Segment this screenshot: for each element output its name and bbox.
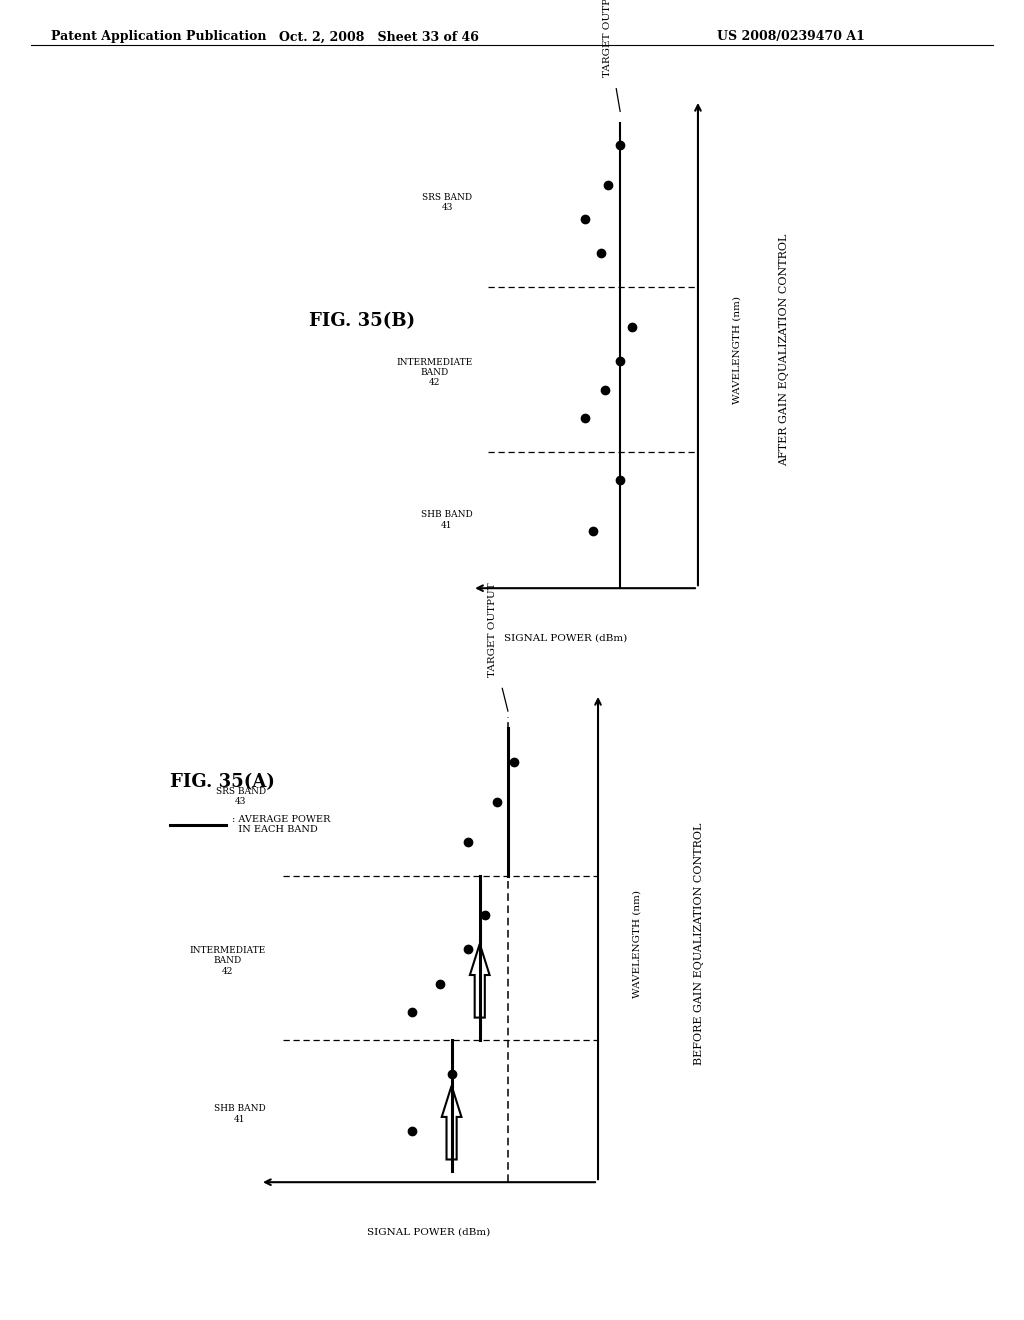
Text: SHB BAND
41: SHB BAND 41 xyxy=(214,1105,266,1123)
Text: SRS BAND
43: SRS BAND 43 xyxy=(422,193,472,213)
Text: AFTER GAIN EQUALIZATION CONTROL: AFTER GAIN EQUALIZATION CONTROL xyxy=(778,234,788,466)
Text: SIGNAL POWER (dBm): SIGNAL POWER (dBm) xyxy=(504,634,628,643)
Text: TARGET OUTPUT: TARGET OUTPUT xyxy=(603,0,612,78)
Text: : AVERAGE POWER
  IN EACH BAND: : AVERAGE POWER IN EACH BAND xyxy=(232,814,331,834)
Text: INTERMEDIATE
BAND
42: INTERMEDIATE BAND 42 xyxy=(396,358,472,387)
Text: Oct. 2, 2008   Sheet 33 of 46: Oct. 2, 2008 Sheet 33 of 46 xyxy=(279,30,479,44)
FancyArrow shape xyxy=(470,944,489,1018)
Text: SRS BAND
43: SRS BAND 43 xyxy=(216,787,266,807)
Text: INTERMEDIATE
BAND
42: INTERMEDIATE BAND 42 xyxy=(189,946,266,975)
Text: WAVELENGTH (nm): WAVELENGTH (nm) xyxy=(633,890,642,998)
FancyArrow shape xyxy=(441,1085,462,1159)
Text: TARGET OUTPUT: TARGET OUTPUT xyxy=(487,582,497,677)
Text: BEFORE GAIN EQUALIZATION CONTROL: BEFORE GAIN EQUALIZATION CONTROL xyxy=(694,822,705,1065)
Text: FIG. 35(A): FIG. 35(A) xyxy=(170,774,274,792)
Text: Patent Application Publication: Patent Application Publication xyxy=(51,30,266,44)
Text: US 2008/0239470 A1: US 2008/0239470 A1 xyxy=(717,30,864,44)
Text: FIG. 35(B): FIG. 35(B) xyxy=(309,313,415,330)
Text: SIGNAL POWER (dBm): SIGNAL POWER (dBm) xyxy=(368,1228,490,1237)
Text: SHB BAND
41: SHB BAND 41 xyxy=(421,511,472,529)
Text: WAVELENGTH (nm): WAVELENGTH (nm) xyxy=(732,296,741,404)
